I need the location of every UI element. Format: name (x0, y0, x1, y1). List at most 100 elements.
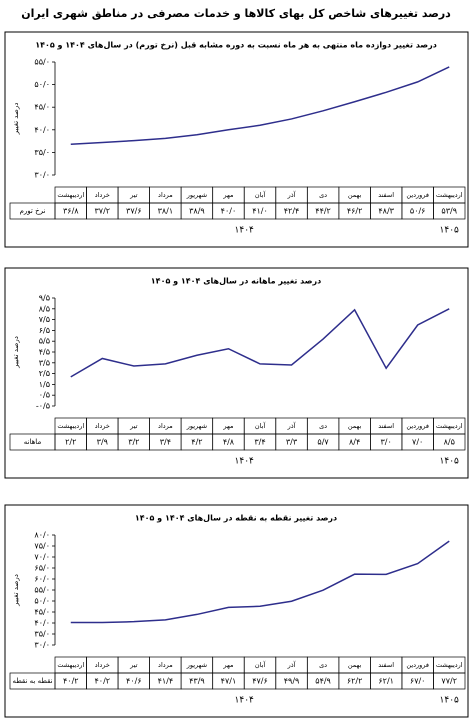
y-tick-label: ۴۰/۰ (34, 125, 50, 134)
value-label: ۵۴/۹ (315, 677, 331, 686)
chart-title: درصد تغییر نقطه به نقطه در سال‌های ۱۴۰۴ … (135, 514, 337, 523)
y-tick-label: ۵/۵ (39, 337, 50, 346)
x-tick-label: شهریور (186, 661, 207, 669)
y-tick-label: ۵۵/۰ (34, 58, 50, 67)
x-tick-label: تیر (129, 422, 138, 430)
value-label: ۴۲/۴ (284, 207, 300, 216)
y-tick-label: ۵۰/۰ (34, 597, 50, 606)
x-tick-label: اسفند (378, 422, 394, 430)
y-tick-label: ۶۵/۰ (34, 564, 50, 573)
y-tick-label: ۲/۵ (39, 369, 50, 378)
period-label: ۱۴۰۵ (440, 226, 460, 236)
value-label: ۳۶/۸ (63, 207, 79, 216)
x-tick-label: آبان (255, 660, 267, 669)
value-label: ۸/۴ (349, 438, 360, 447)
x-tick-label: آذر (287, 421, 297, 430)
y-tick-label: ۴/۵ (39, 348, 50, 357)
value-label: ۴۰/۶ (126, 677, 142, 686)
y-tick-label: ۴۵/۰ (34, 608, 50, 617)
y-tick-label: ۷/۵ (39, 315, 50, 324)
x-tick-label: اردیبهشت (436, 422, 463, 430)
x-tick-label: آبان (255, 190, 267, 199)
value-label: ۷/۰ (412, 438, 423, 447)
period-label: ۱۴۰۵ (440, 696, 460, 706)
y-tick-label: ۷۰/۰ (34, 553, 50, 562)
x-tick-label: مهر (222, 422, 233, 430)
value-label: ۳۸/۱ (158, 207, 174, 216)
x-tick-label: مرداد (158, 661, 173, 669)
row-label: نقطه به نقطه (12, 677, 52, 685)
y-tick-label: ۸۰/۰ (34, 531, 50, 540)
value-label: ۴۱/۴ (158, 677, 174, 686)
x-tick-label: اردیبهشت (57, 661, 84, 669)
y-tick-label: ۳۵/۰ (34, 630, 50, 639)
panel-frame (4, 31, 469, 248)
x-tick-label: شهریور (186, 191, 207, 199)
x-tick-label: بهمن (348, 661, 362, 669)
x-tick-label: فروردین (406, 422, 429, 430)
value-label: ۸/۵ (444, 438, 455, 447)
value-label: ۴/۸ (223, 438, 235, 447)
value-label: ۴۹/۹ (284, 677, 300, 686)
chart-title: درصد تغییر ماهانه در سال‌های ۱۴۰۴ و ۱۴۰۵ (151, 277, 321, 286)
y-tick-label: ۰/۵ (39, 391, 50, 400)
value-label: ۳۸/۹ (189, 207, 205, 216)
x-tick-label: بهمن (348, 422, 362, 430)
x-tick-label: مرداد (158, 422, 173, 430)
y-tick-label: ۶۰/۰ (34, 575, 50, 584)
y-axis-label: درصد تغییر (12, 574, 20, 607)
x-tick-label: آبان (255, 421, 267, 430)
x-tick-label: اردیبهشت (436, 191, 463, 199)
line-series (70, 66, 450, 146)
y-tick-label: ۳۵/۰ (34, 148, 50, 157)
chart-title: درصد تغییر دوازده ماه منتهی به هر ماه نس… (35, 41, 437, 50)
x-tick-label: شهریور (186, 422, 207, 430)
x-tick-label: دی (319, 422, 327, 430)
y-tick-label: ۴۵/۰ (34, 103, 50, 112)
value-label: ۶۲/۱ (378, 677, 394, 686)
x-tick-label: اسفند (378, 191, 394, 199)
table-cell (433, 656, 466, 674)
y-tick-label: ۳/۵ (39, 358, 50, 367)
value-label: ۳۷/۲ (95, 207, 111, 216)
y-tick-label: ۱/۵ (39, 380, 50, 389)
y-tick-label: ۷۵/۰ (34, 542, 50, 551)
line-series (70, 308, 450, 378)
value-label: ۵۰/۶ (410, 207, 426, 216)
value-label: ۴۷/۱ (221, 677, 237, 686)
value-label: ۳/۴ (254, 438, 265, 447)
x-tick-label: تیر (129, 661, 138, 669)
x-tick-label: خرداد (95, 191, 110, 199)
value-label: ۳/۲ (128, 438, 139, 447)
period-label: ۱۴۰۴ (235, 696, 255, 706)
value-label: ۴۳/۹ (189, 677, 205, 686)
value-label: ۶۷/۰ (410, 677, 426, 686)
value-label: ۴۰/۲ (63, 677, 79, 686)
x-tick-label: خرداد (95, 422, 110, 430)
x-tick-label: مرداد (158, 191, 173, 199)
value-label: ۴۸/۳ (378, 207, 394, 216)
row-label: نرخ تورم (20, 207, 46, 215)
y-tick-label: ۶/۵ (39, 326, 50, 335)
x-tick-label: اسفند (378, 661, 394, 669)
value-label: ۲/۲ (65, 438, 76, 447)
value-label: ۳/۴ (160, 438, 171, 447)
value-label: ۳/۳ (286, 438, 298, 447)
panel-frame (4, 267, 469, 479)
table-cell (433, 186, 466, 204)
x-tick-label: آذر (287, 190, 297, 199)
value-label: ۶۲/۲ (347, 677, 363, 686)
row-label: ماهانه (24, 438, 42, 446)
value-label: ۴۰/۲ (95, 677, 111, 686)
x-tick-label: آذر (287, 660, 297, 669)
value-label: ۴۱/۰ (252, 207, 268, 216)
x-tick-label: خرداد (95, 661, 110, 669)
value-label: ۷۷/۲ (441, 677, 457, 686)
value-label: ۴۰/۰ (221, 207, 237, 216)
value-label: ۴۷/۶ (252, 677, 268, 686)
x-tick-label: دی (319, 661, 327, 669)
value-label: ۳۷/۶ (126, 207, 142, 216)
y-tick-label: ۵۵/۰ (34, 586, 50, 595)
x-tick-label: تیر (129, 191, 138, 199)
